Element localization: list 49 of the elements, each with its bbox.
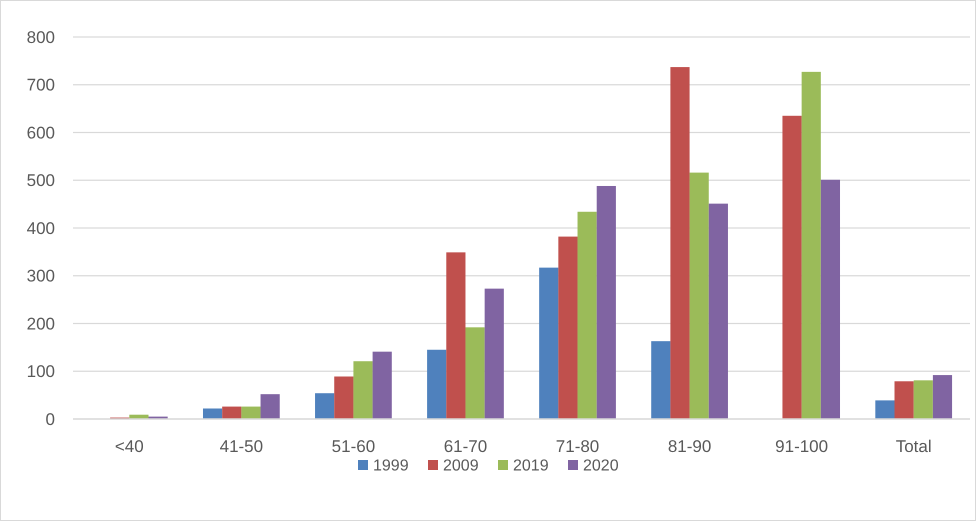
bar (260, 394, 280, 419)
bar (129, 414, 148, 419)
bar (690, 172, 709, 419)
y-tick-label: 300 (26, 266, 55, 286)
bar (241, 406, 261, 419)
bar (334, 376, 354, 419)
y-tick-label: 400 (26, 218, 55, 238)
bar (578, 212, 597, 419)
x-tick-label: <40 (114, 437, 144, 456)
bar (782, 116, 802, 419)
legend-label: 2020 (583, 458, 619, 475)
bar (820, 180, 840, 419)
y-tick-label: 500 (26, 171, 55, 190)
y-tick-label: 700 (26, 76, 55, 95)
x-tick-label: 61-70 (444, 437, 488, 456)
y-tick-label: 100 (26, 362, 55, 382)
bar (651, 341, 670, 419)
bar (446, 252, 466, 419)
bar (875, 400, 895, 419)
x-tick-label: 71-80 (556, 437, 600, 456)
bar (465, 327, 485, 419)
y-tick-label: 800 (26, 28, 55, 47)
bar (222, 406, 242, 419)
bar (914, 380, 933, 419)
bar (427, 350, 446, 419)
bar (202, 408, 222, 419)
bar (315, 393, 334, 419)
y-tick-label: 200 (26, 314, 55, 334)
bar (353, 361, 373, 419)
bar (484, 288, 504, 419)
bar (596, 186, 616, 419)
y-tick-label: 600 (26, 123, 55, 142)
bar (670, 67, 690, 419)
legend-label: 2009 (443, 458, 479, 475)
y-tick-label: 0 (46, 410, 55, 429)
bar (932, 375, 952, 419)
bar (372, 352, 392, 419)
x-tick-label: Total (896, 437, 932, 456)
bar (558, 236, 578, 419)
x-tick-label: 41-50 (220, 437, 264, 456)
x-tick-label: 51-60 (332, 437, 376, 456)
x-tick-label: 91-100 (775, 437, 828, 456)
x-tick-label: 81-90 (668, 437, 712, 456)
bar (539, 268, 558, 419)
bar (708, 204, 728, 419)
bar (894, 381, 914, 419)
legend-label: 2019 (513, 458, 549, 475)
legend-label: 1999 (373, 458, 409, 475)
bar (802, 72, 821, 419)
